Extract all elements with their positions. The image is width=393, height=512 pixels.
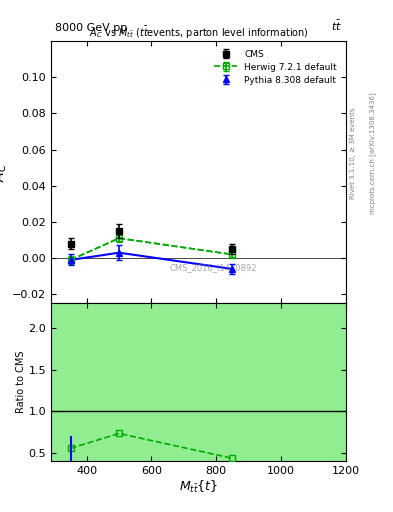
Text: 8000 GeV pp: 8000 GeV pp	[55, 23, 127, 33]
Legend: CMS, Herwig 7.2.1 default, Pythia 8.308 default: CMS, Herwig 7.2.1 default, Pythia 8.308 …	[210, 46, 342, 89]
Y-axis label: Ratio to CMS: Ratio to CMS	[16, 351, 26, 413]
Title: $A_C$ vs $M_{t\bar{t}}$ ($t\bar{t}$events, parton level information): $A_C$ vs $M_{t\bar{t}}$ ($t\bar{t}$event…	[88, 25, 309, 41]
Bar	[51, 303, 346, 461]
Text: mcplots.cern.ch [arXiv:1306.3436]: mcplots.cern.ch [arXiv:1306.3436]	[369, 93, 376, 215]
Y-axis label: $A_C$: $A_C$	[0, 163, 9, 182]
X-axis label: $M_{t\bar{t}}\{t\}$: $M_{t\bar{t}}\{t\}$	[179, 478, 218, 495]
Text: $t\bar{t}$: $t\bar{t}$	[331, 19, 342, 33]
Text: CMS_2016_I1430892: CMS_2016_I1430892	[169, 263, 257, 272]
Text: Rivet 3.1.10, ≥ 3M events: Rivet 3.1.10, ≥ 3M events	[350, 108, 356, 199]
